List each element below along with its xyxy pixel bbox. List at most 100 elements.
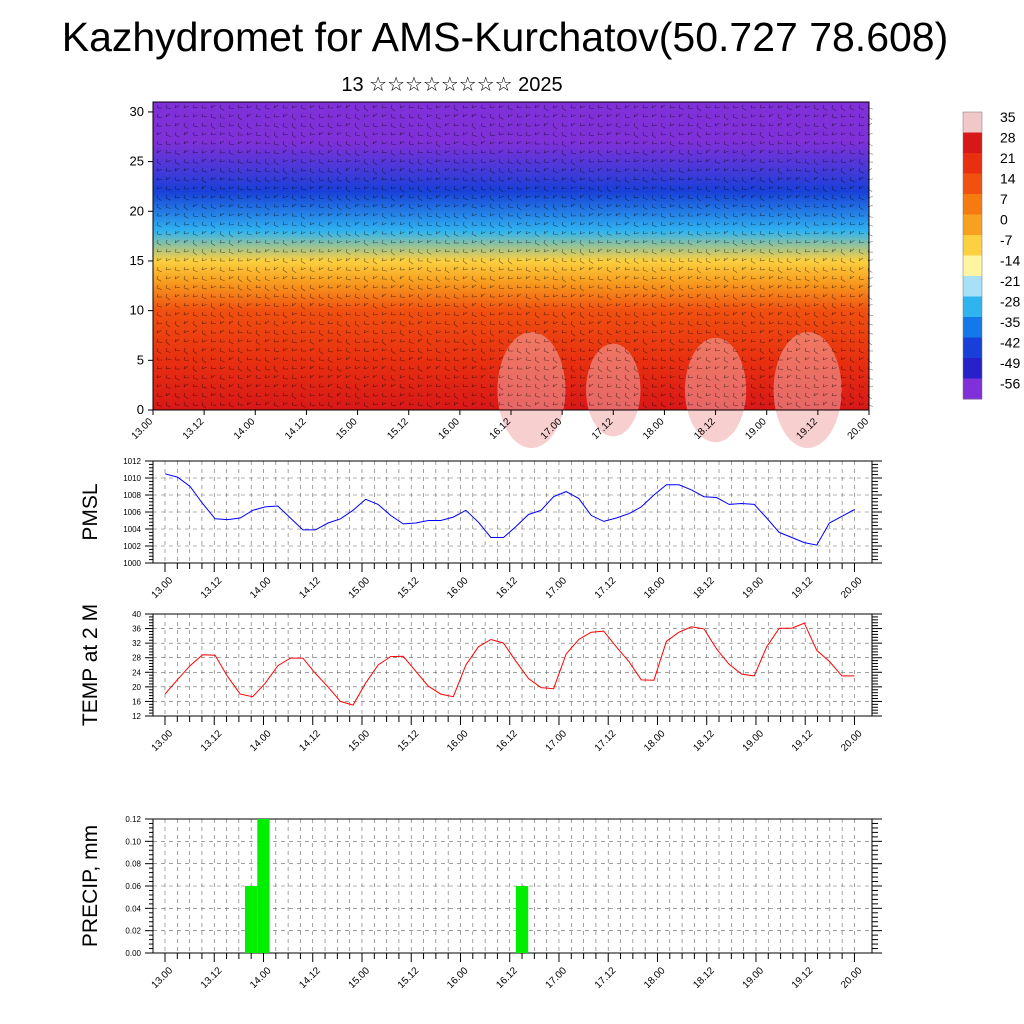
wind-barb-flag [615, 347, 618, 352]
wind-barb [300, 296, 306, 300]
wind-barb-flag [696, 176, 699, 181]
wind-barb [282, 149, 288, 154]
wind-barb-flag [804, 284, 807, 289]
wind-barb-flag [723, 275, 726, 280]
wind-barb [777, 233, 783, 238]
wind-barb-flag [543, 104, 546, 109]
wind-barb [777, 284, 783, 289]
wind-barb-flag [354, 329, 357, 334]
wind-barb-flag [417, 239, 420, 244]
wind-barb [174, 323, 180, 328]
wind-barb-flag [264, 356, 267, 361]
wind-barb [696, 305, 703, 307]
wind-barb-flag [759, 284, 762, 289]
wind-barb-flag [795, 158, 798, 163]
wind-barb [525, 224, 531, 227]
wind-barb [543, 340, 549, 343]
wind-barb [336, 179, 342, 182]
wind-barb [732, 158, 738, 163]
wind-barb-flag [516, 140, 519, 145]
wind-barb-flag [624, 176, 627, 181]
wind-barb-flag [372, 320, 375, 325]
wind-barb [633, 277, 639, 280]
wind-barb [381, 349, 387, 352]
wind-barb-flag [687, 194, 690, 199]
wind-barb-flag [750, 203, 753, 208]
wind-barb-flag [642, 374, 645, 379]
wind-barb-flag [201, 158, 204, 163]
wind-barb [687, 233, 693, 236]
wind-barb [507, 287, 513, 290]
wind-barb-flag [480, 122, 483, 127]
wind-barb-flag [543, 203, 546, 208]
wind-barb-flag [696, 158, 699, 163]
wind-barb [759, 167, 764, 172]
wind-barb-flag [768, 365, 771, 370]
wind-barb [246, 188, 252, 191]
wind-barb [633, 213, 639, 217]
wind-barb [246, 269, 252, 272]
wind-barb-flag [651, 221, 654, 226]
wind-barb [426, 260, 432, 264]
wind-barb [597, 188, 603, 192]
wind-barb-flag [768, 122, 771, 127]
wind-barb-flag [246, 167, 249, 172]
wind-barb-flag [435, 284, 438, 289]
wind-barb [552, 242, 558, 246]
wind-barb-flag [336, 194, 339, 199]
wind-barb [453, 168, 459, 172]
wind-barb-flag [192, 104, 195, 109]
wind-barb [831, 141, 837, 145]
wind-barb-flag [417, 356, 420, 361]
wind-barb [183, 161, 189, 164]
wind-barb-flag [525, 104, 528, 109]
wind-barb-flag [426, 176, 429, 181]
wind-barb [840, 269, 847, 271]
wind-barb [696, 134, 702, 138]
wind-barb-flag [723, 365, 726, 370]
wind-barb-flag [273, 248, 276, 253]
wind-barb [345, 350, 351, 354]
wind-barb-flag [813, 239, 816, 244]
wind-barb [192, 251, 198, 256]
wind-barb [588, 356, 594, 361]
wind-barb [219, 223, 225, 226]
wind-barb [831, 206, 837, 210]
wind-barb [192, 233, 198, 236]
wind-barb-flag [687, 131, 690, 136]
wind-barb [336, 276, 342, 280]
wind-barb-flag [264, 104, 267, 109]
wind-barb-flag [156, 320, 159, 325]
wind-barb-flag [588, 284, 591, 289]
wind-barb-flag [687, 176, 690, 181]
wind-barb-flag [678, 347, 681, 352]
wind-barb-flag [282, 374, 285, 379]
wind-barb [660, 125, 666, 129]
wind-barb-flag [624, 356, 627, 361]
wind-barb [453, 161, 459, 164]
wind-barb-flag [363, 167, 366, 172]
wind-barb-flag [858, 194, 861, 199]
wind-barb [579, 194, 585, 199]
wind-barb-flag [246, 131, 249, 136]
wind-barb [768, 196, 774, 199]
wind-barb [543, 206, 549, 210]
wind-barb-flag [183, 158, 186, 163]
wind-barb-flag [462, 284, 465, 289]
wind-barb [282, 314, 288, 319]
wind-barb-flag [399, 221, 402, 226]
wind-barb [228, 259, 234, 262]
wind-barb-flag [381, 311, 384, 316]
wind-barb-flag [237, 284, 240, 289]
wind-barb [813, 350, 819, 355]
wind-barb-flag [507, 158, 510, 163]
wind-barb-flag [759, 374, 762, 379]
wind-barb [516, 106, 522, 109]
wind-barb-flag [786, 347, 789, 352]
wind-barb-flag [435, 293, 438, 298]
wind-barb-flag [453, 149, 456, 154]
wind-barb-flag [858, 374, 861, 379]
wind-barb [705, 286, 711, 289]
wind-barb [840, 149, 846, 154]
wind-barb [291, 250, 297, 253]
